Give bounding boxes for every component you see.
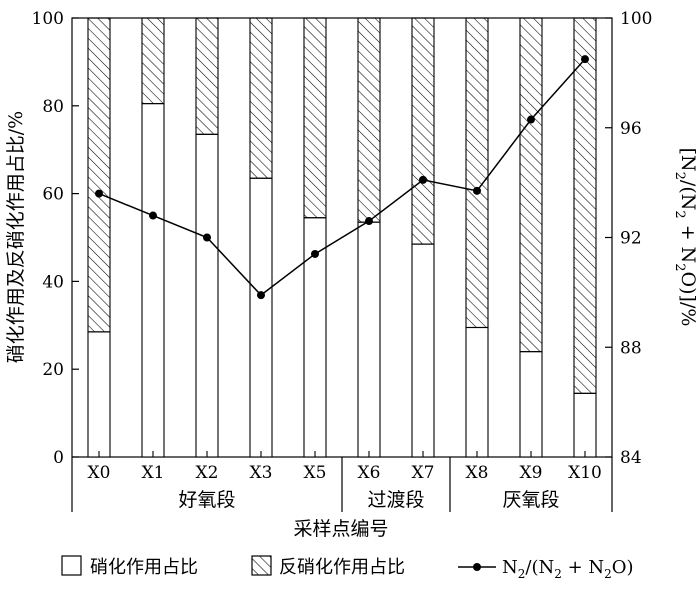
legend-swatch-nitrification (61, 555, 82, 576)
y2-tick-label-92: 92 (620, 229, 642, 249)
x-tick-label-X10: X10 (568, 463, 602, 483)
x-tick-label-X0: X0 (88, 463, 111, 483)
left-axis: 0 20 40 60 80 100 (32, 9, 79, 468)
y-tick-label-80: 80 (42, 97, 64, 117)
x-axis-label: 采样点编号 (293, 518, 388, 540)
y-tick-label-60: 60 (42, 185, 64, 205)
y-tick-label-100: 100 (32, 9, 64, 29)
label-part: O)]/% (677, 272, 699, 327)
ratio-point-X7 (419, 175, 427, 184)
y-axis-label: 硝化作用及反硝化作用占比/% (5, 111, 27, 363)
bar-denitrification-X7 (411, 17, 435, 245)
x-axis: X0 X1 X2 X3 X5 X6 X7 X8 X9 X10 好氧段 过渡段 厌氧段 (71, 451, 613, 512)
bar-nitrification-X3 (249, 177, 273, 458)
label-part: 2 (518, 567, 526, 581)
bar-nitrification-X6 (357, 221, 381, 458)
x-tick-label-X5: X5 (304, 463, 327, 483)
legend-label-denitrification: 反硝化作用占比 (279, 557, 405, 578)
bar-nitrification-X1 (141, 103, 165, 458)
bar-denitrification-X8 (465, 17, 489, 329)
ratio-point-X5 (311, 249, 319, 258)
group-label-2: 厌氧段 (502, 489, 559, 511)
x-tick-label-X6: X6 (358, 463, 381, 483)
y2-tick-label-96: 96 (620, 119, 642, 139)
y2-axis-label: [N2/(N2 + N2O)]/% (672, 148, 699, 327)
group-label-1: 过渡段 (367, 489, 424, 511)
bar-nitrification-X2 (195, 133, 219, 458)
label-part: 2 (672, 172, 687, 180)
line-series (95, 55, 589, 300)
ratio-point-X8 (473, 186, 481, 195)
bar-denitrification-X5 (303, 17, 327, 219)
label-part: + N (562, 557, 604, 578)
y-tick-label-20: 20 (42, 360, 64, 380)
legend: 硝化作用占比 反硝化作用占比 N2/(N2 + N2O) (61, 555, 634, 581)
bar-denitrification-X10 (573, 17, 597, 394)
group-label-0: 好氧段 (178, 489, 235, 511)
bar-nitrification-X0 (87, 331, 111, 458)
ratio-line (98, 58, 586, 297)
bars (87, 17, 597, 458)
label-part: 2 (604, 567, 612, 581)
bar-nitrification-X8 (465, 326, 489, 458)
x-tick-label-X9: X9 (520, 463, 543, 483)
x-tick-label-X8: X8 (466, 463, 489, 483)
ratio-point-X9 (527, 115, 535, 124)
label-part: /(N (525, 557, 554, 578)
y2-tick-label-84: 84 (620, 448, 642, 468)
ratio-point-X0 (95, 189, 103, 198)
legend-label-ratio: N2/(N2 + N2O) (502, 557, 634, 581)
bar-denitrification-X9 (519, 17, 543, 353)
bar-denitrification-X2 (195, 17, 219, 135)
bar-denitrification-X0 (87, 17, 111, 333)
bar-nitrification-X7 (411, 243, 435, 458)
label-part: O) (612, 557, 634, 578)
legend-line-marker (473, 563, 481, 571)
y2-tick-label-100: 100 (620, 9, 652, 29)
label-part: 2 (554, 567, 562, 581)
ratio-point-X1 (149, 211, 157, 220)
right-axis: 84 88 92 96 100 (605, 9, 652, 468)
legend-swatch-denitrification (251, 555, 272, 576)
y-tick-label-40: 40 (42, 272, 64, 292)
ratio-point-X6 (365, 217, 373, 226)
label-part: 2 (672, 263, 687, 271)
y-tick-label-0: 0 (53, 448, 64, 468)
label-part: [N (677, 148, 699, 172)
y2-tick-label-88: 88 (620, 338, 642, 358)
label-part: + N (677, 219, 699, 264)
x-tick-label-X1: X1 (142, 463, 165, 483)
x-tick-label-X7: X7 (412, 463, 435, 483)
ratio-point-X10 (581, 55, 589, 64)
bar-denitrification-X3 (249, 17, 273, 179)
bar-nitrification-X9 (519, 351, 543, 458)
ratio-point-X2 (203, 233, 211, 242)
x-tick-label-X3: X3 (250, 463, 273, 483)
x-tick-label-X2: X2 (196, 463, 219, 483)
label-part: 2 (672, 210, 687, 218)
ratio-point-X3 (257, 291, 265, 300)
bar-denitrification-X1 (141, 17, 165, 105)
bar-nitrification-X10 (573, 392, 597, 458)
label-part: N (502, 557, 518, 578)
bar-denitrification-X6 (357, 17, 381, 223)
legend-label-nitrification: 硝化作用占比 (90, 557, 198, 578)
label-part: /(N (677, 180, 699, 210)
